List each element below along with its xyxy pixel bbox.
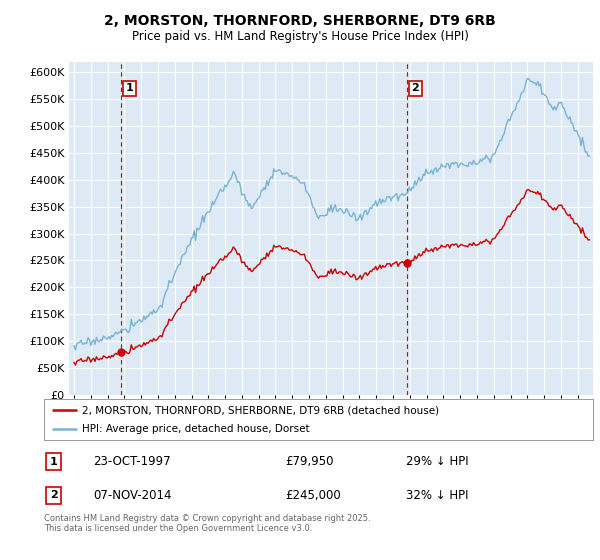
Text: 2: 2: [412, 83, 419, 94]
Text: £79,950: £79,950: [286, 455, 334, 468]
Text: Contains HM Land Registry data © Crown copyright and database right 2025.
This d: Contains HM Land Registry data © Crown c…: [44, 514, 370, 533]
Text: Price paid vs. HM Land Registry's House Price Index (HPI): Price paid vs. HM Land Registry's House …: [131, 30, 469, 43]
Text: 07-NOV-2014: 07-NOV-2014: [93, 489, 172, 502]
Text: 2, MORSTON, THORNFORD, SHERBORNE, DT9 6RB: 2, MORSTON, THORNFORD, SHERBORNE, DT9 6R…: [104, 14, 496, 28]
Text: 1: 1: [125, 83, 133, 94]
Text: 2, MORSTON, THORNFORD, SHERBORNE, DT9 6RB (detached house): 2, MORSTON, THORNFORD, SHERBORNE, DT9 6R…: [82, 405, 439, 415]
Text: £245,000: £245,000: [286, 489, 341, 502]
Text: 32% ↓ HPI: 32% ↓ HPI: [406, 489, 469, 502]
Text: 2: 2: [50, 491, 58, 500]
Text: 29% ↓ HPI: 29% ↓ HPI: [406, 455, 469, 468]
Text: HPI: Average price, detached house, Dorset: HPI: Average price, detached house, Dors…: [82, 424, 310, 433]
Text: 1: 1: [50, 457, 58, 466]
Text: 23-OCT-1997: 23-OCT-1997: [93, 455, 171, 468]
